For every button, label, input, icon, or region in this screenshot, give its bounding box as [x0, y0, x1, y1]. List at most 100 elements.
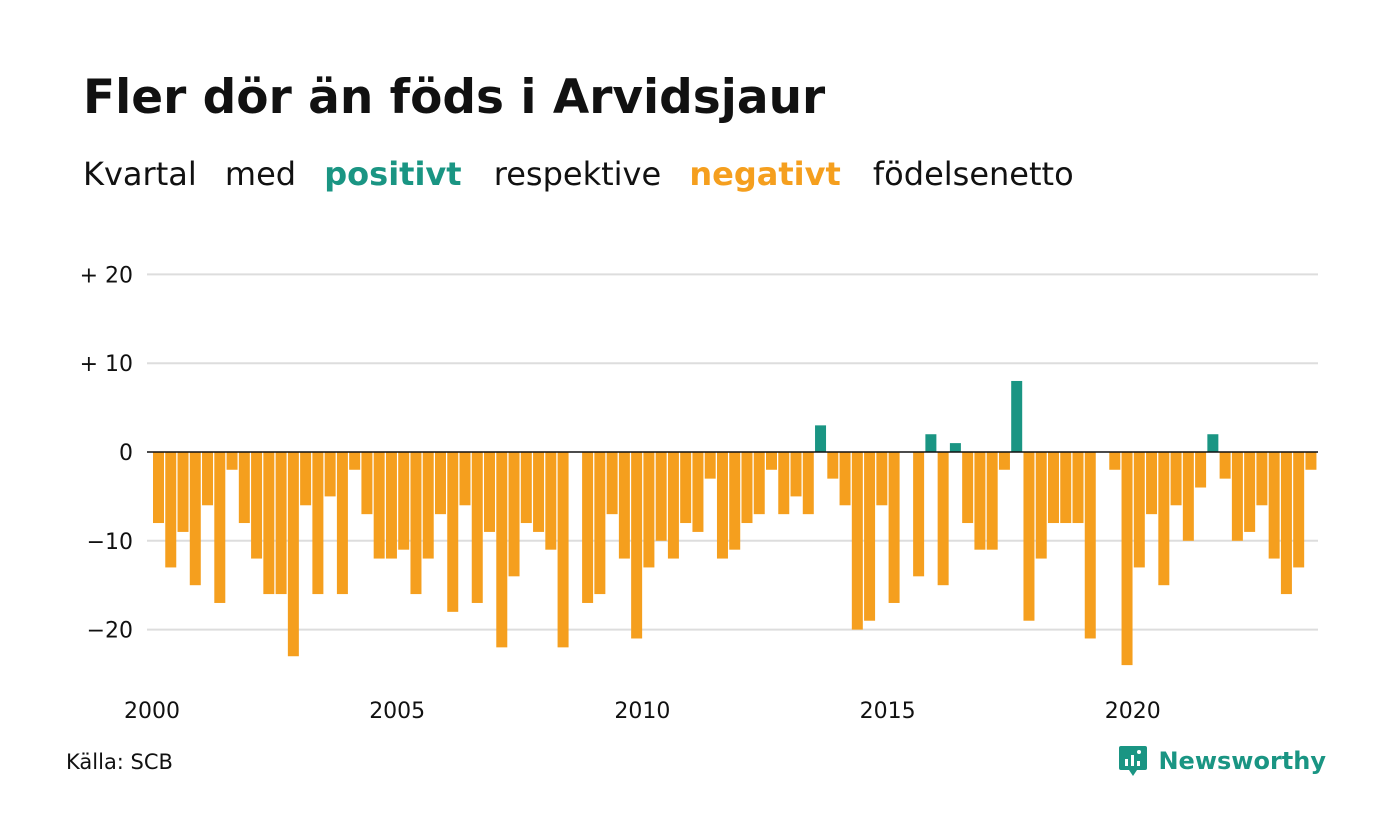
subtitle-part-4: födelsenetto	[872, 155, 1074, 193]
bar-negative	[1182, 452, 1194, 541]
bar-negative	[1060, 452, 1072, 524]
bar-negative	[459, 452, 471, 506]
subtitle-part-3: respektive	[493, 155, 662, 193]
bar-negative	[533, 452, 545, 532]
brand-logo: Newsworthy	[1118, 744, 1326, 778]
chart-title: Fler dör än föds i Arvidsjaur	[83, 70, 826, 125]
bar-negative	[974, 452, 986, 550]
bar-negative	[287, 452, 299, 657]
bar-negative	[1121, 452, 1133, 666]
bar-negative	[226, 452, 238, 470]
bar-negative	[876, 452, 888, 506]
bar-positive	[1207, 434, 1219, 452]
y-tick-label: + 10	[80, 352, 133, 377]
bar-negative	[937, 452, 949, 586]
bar-negative	[324, 452, 336, 497]
bar-negative	[189, 452, 201, 586]
bar-negative	[1244, 452, 1256, 532]
bar-negative	[582, 452, 594, 603]
bar-negative	[484, 452, 496, 532]
bar-negative	[716, 452, 728, 559]
bar-negative	[778, 452, 790, 515]
bar-negative	[398, 452, 410, 550]
subtitle-negative-word: negativt	[689, 155, 841, 193]
bar-negative	[1084, 452, 1096, 639]
bar-negative	[385, 452, 397, 559]
bar-negative	[1219, 452, 1231, 479]
bar-negative	[336, 452, 348, 595]
bar-negative	[986, 452, 998, 550]
bar-negative	[177, 452, 189, 532]
bar-negative	[594, 452, 606, 595]
bar-negative	[202, 452, 214, 506]
bar-negative	[275, 452, 287, 595]
bar-negative	[471, 452, 483, 603]
bar-negative	[753, 452, 765, 515]
bar-positive	[949, 443, 961, 452]
y-tick-label: + 20	[80, 263, 133, 288]
bar-negative	[766, 452, 777, 470]
bar-negative	[741, 452, 753, 524]
bar-negative	[447, 452, 459, 612]
bar-negative	[1035, 452, 1047, 559]
bar-negative	[214, 452, 226, 603]
bar-negative	[422, 452, 434, 559]
bar-negative	[251, 452, 263, 559]
bar-negative	[1047, 452, 1059, 524]
bar-negative	[1109, 452, 1121, 470]
y-tick-label: −20	[87, 619, 133, 644]
bar-negative	[300, 452, 312, 506]
bar-negative	[680, 452, 692, 524]
bar-positive	[815, 425, 827, 452]
x-tick-label: 2010	[614, 699, 670, 724]
bar-negative	[434, 452, 446, 515]
source-label: Källa: SCB	[66, 750, 173, 774]
bar-negative	[606, 452, 618, 515]
bar-negative	[1231, 452, 1243, 541]
bar-negative	[1158, 452, 1170, 586]
bar-negative	[729, 452, 741, 550]
bar-negative	[153, 452, 164, 524]
bar-negative	[704, 452, 716, 479]
bar-negative	[1072, 452, 1084, 524]
bar-negative	[631, 452, 643, 639]
bar-negative	[618, 452, 630, 559]
bar-negative	[1195, 452, 1207, 488]
bar-negative	[692, 452, 704, 532]
bar-negative	[349, 452, 361, 470]
bar-negative	[1280, 452, 1292, 595]
bar-negative	[1023, 452, 1035, 621]
bar-negative	[238, 452, 250, 524]
bar-positive	[1011, 380, 1023, 452]
bar-negative	[508, 452, 520, 577]
bar-negative	[864, 452, 876, 621]
x-tick-label: 2020	[1105, 699, 1161, 724]
bar-negative	[913, 452, 925, 577]
bar-negative	[1305, 452, 1317, 470]
bar-negative	[888, 452, 900, 603]
bar-negative	[263, 452, 275, 595]
bar-negative	[790, 452, 802, 497]
bar-negative	[1293, 452, 1305, 568]
subtitle-positive-word: positivt	[324, 155, 462, 193]
bar-positive	[925, 434, 937, 452]
bar-negative	[851, 452, 863, 630]
bar-negative	[655, 452, 667, 541]
bar-negative	[410, 452, 422, 595]
bar-negative	[998, 452, 1010, 470]
bar-negative	[1170, 452, 1182, 506]
bar-negative	[1133, 452, 1145, 568]
bar-negative	[1268, 452, 1280, 559]
x-tick-label: 2000	[124, 699, 180, 724]
bar-negative	[827, 452, 839, 479]
bar-negative	[1256, 452, 1268, 506]
y-tick-label: −10	[87, 530, 133, 555]
bar-negative	[557, 452, 569, 648]
bar-negative	[643, 452, 655, 568]
y-tick-label: 0	[119, 441, 133, 466]
subtitle-part-1: Kvartal	[83, 155, 197, 193]
x-tick-label: 2015	[860, 699, 916, 724]
bar-negative	[802, 452, 814, 515]
newsworthy-logo-icon	[1119, 746, 1148, 776]
